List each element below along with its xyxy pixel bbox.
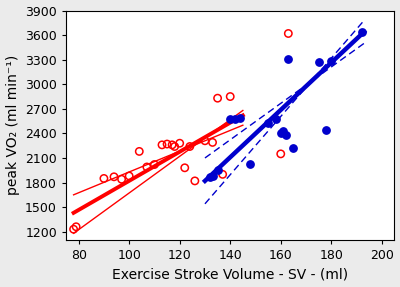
Point	[159, 143, 165, 147]
Point	[209, 140, 216, 145]
Point	[172, 144, 178, 149]
Point	[328, 59, 334, 64]
Point	[227, 116, 234, 121]
Point	[265, 121, 271, 125]
Point	[283, 133, 289, 137]
Point	[290, 146, 296, 150]
Point	[164, 142, 170, 146]
Point	[111, 174, 117, 179]
Point	[144, 165, 150, 169]
Point	[101, 176, 107, 181]
Y-axis label: peak VO₂ (ml min⁻¹): peak VO₂ (ml min⁻¹)	[6, 55, 20, 195]
Point	[278, 152, 284, 156]
Point	[73, 224, 79, 229]
Point	[247, 161, 254, 166]
Point	[214, 168, 221, 172]
X-axis label: Exercise Stroke Volume - SV - (ml): Exercise Stroke Volume - SV - (ml)	[112, 267, 348, 282]
Point	[192, 179, 198, 183]
Point	[136, 149, 142, 154]
Point	[202, 138, 208, 143]
Point	[323, 128, 330, 132]
Point	[169, 143, 175, 147]
Point	[358, 30, 365, 34]
Point	[285, 31, 292, 36]
Point	[176, 141, 183, 146]
Point	[272, 117, 279, 122]
Point	[182, 166, 188, 170]
Point	[227, 94, 234, 99]
Point	[70, 227, 77, 232]
Point	[280, 129, 286, 133]
Point	[285, 57, 292, 61]
Point	[316, 60, 322, 65]
Point	[118, 177, 125, 182]
Point	[232, 117, 238, 122]
Point	[278, 131, 284, 136]
Point	[214, 96, 221, 100]
Point	[237, 116, 244, 120]
Point	[220, 172, 226, 177]
Point	[151, 162, 158, 167]
Point	[209, 174, 216, 178]
Point	[207, 174, 213, 179]
Point	[187, 144, 193, 149]
Point	[126, 174, 132, 178]
